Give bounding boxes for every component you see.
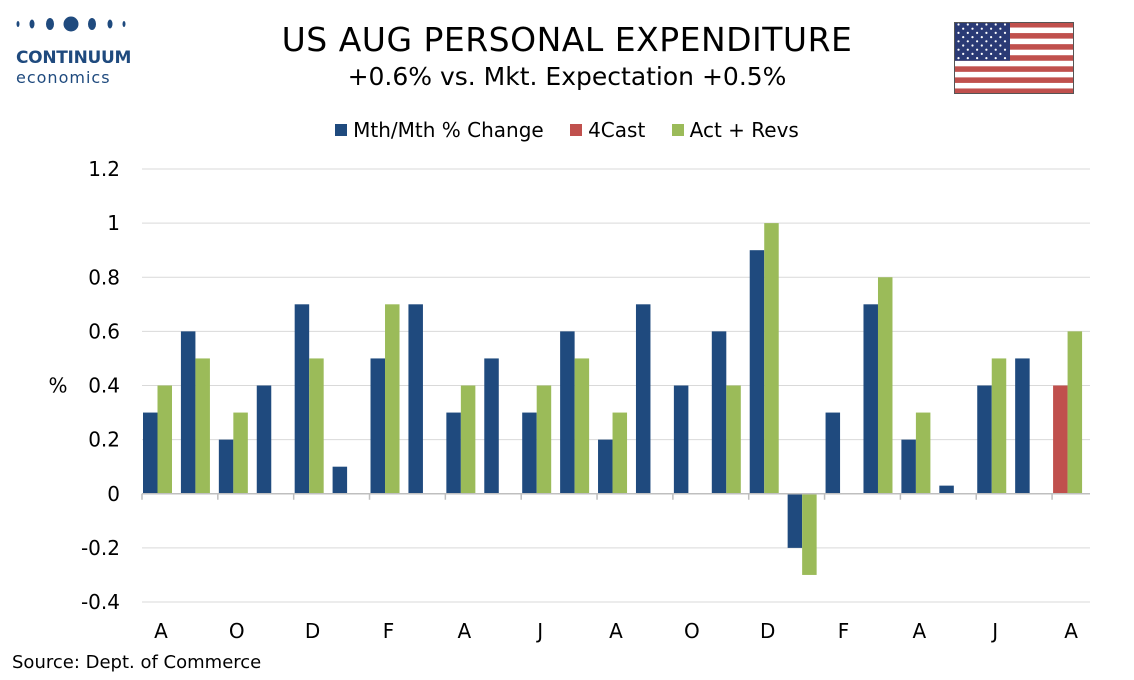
x-tick-label: F (838, 619, 850, 643)
bar-act-revs (536, 385, 552, 494)
legend-swatch-4cast (570, 124, 583, 136)
bar-mth-change (446, 412, 461, 494)
x-tick-label: A (154, 619, 168, 643)
legend-label-mth: Mth/Mth % Change (353, 118, 544, 142)
bar-act-revs (991, 358, 1007, 494)
legend-item-act: Act + Revs (671, 118, 799, 142)
bar-mth-change (180, 331, 196, 494)
bar-act-revs (802, 493, 817, 575)
bar-mth-change (560, 331, 575, 494)
x-tick-label: A (609, 619, 623, 643)
y-tick-label: -0.2 (81, 536, 120, 560)
legend-label-4cast: 4Cast (588, 118, 646, 142)
bar-act-revs (385, 304, 400, 494)
y-tick-label: -0.4 (81, 590, 120, 614)
y-tick-label: 0.8 (88, 265, 120, 289)
legend-swatch-act (671, 124, 684, 136)
bar-mth-change (749, 250, 765, 494)
bar-mth-change (901, 439, 916, 494)
legend-swatch-mth (335, 124, 348, 136)
legend-label-act: Act + Revs (689, 118, 799, 142)
bar-mth-change (143, 412, 158, 494)
bar-act-revs (309, 358, 324, 494)
chart-legend: Mth/Mth % Change 4Cast Act + Revs (0, 118, 1134, 142)
bar-act-revs (877, 277, 893, 494)
x-tick-label: D (760, 619, 775, 643)
bar-act-revs (460, 385, 476, 494)
source-note: Source: Dept. of Commerce (12, 652, 262, 673)
y-tick-label: 0.6 (88, 319, 120, 343)
bar-mth-change (1015, 358, 1030, 494)
bar-mth-change (294, 304, 310, 494)
x-tick-label: A (457, 619, 471, 643)
x-tick-label: J (990, 619, 998, 643)
y-tick-label: 1 (107, 211, 120, 235)
bar-mth-change (370, 358, 386, 494)
legend-item-mth: Mth/Mth % Change (335, 118, 544, 142)
bar-act-revs (915, 412, 931, 494)
bar-mth-change (825, 412, 841, 494)
bar-mth-change (218, 439, 234, 494)
bar-mth-change (977, 385, 992, 494)
bar-mth-change (522, 412, 537, 494)
bar-act-revs (157, 385, 172, 494)
logo-dots-icon (16, 16, 126, 32)
bar-mth-change (598, 439, 613, 494)
bar-act-revs (726, 385, 741, 494)
x-tick-label: O (684, 619, 700, 643)
logo-text-secondary: economics (16, 68, 111, 87)
bar-act-revs (195, 358, 210, 494)
y-tick-label: 0.4 (88, 374, 120, 398)
chart-title: US AUG PERSONAL EXPENDITURE (281, 20, 853, 59)
bar-act-revs (1067, 331, 1083, 494)
bar-act-revs (233, 412, 248, 494)
x-tick-label: F (383, 619, 395, 643)
bar-act-revs (574, 358, 590, 494)
bar-act-revs (612, 412, 628, 494)
x-tick-label: O (229, 619, 245, 643)
x-tick-label: A (913, 619, 927, 643)
bar-mth-change (863, 304, 878, 494)
chart-subtitle: +0.6% vs. Mkt. Expectation +0.5% (347, 62, 787, 91)
bar-mth-change (635, 304, 651, 494)
logo-text-primary: CONTINUUM (16, 48, 132, 68)
y-tick-label: 0.2 (88, 428, 120, 452)
legend-item-4cast: 4Cast (570, 118, 645, 142)
y-tick-label: 0 (107, 482, 120, 506)
bar-mth-change (484, 358, 499, 494)
y-axis-label: % (48, 374, 67, 398)
us-flag-icon (954, 22, 1074, 94)
x-tick-label: A (1064, 619, 1078, 643)
y-tick-label: 1.2 (88, 157, 120, 181)
bar-mth-change (673, 385, 689, 494)
bar-act-revs (764, 223, 779, 494)
x-tick-label: J (535, 619, 543, 643)
bar-mth-change (408, 304, 423, 494)
bar-mth-change (711, 331, 727, 494)
x-tick-label: D (305, 619, 320, 643)
bar-mth-change (939, 485, 954, 494)
bar-mth-change (787, 493, 803, 548)
bar-forecast (1053, 385, 1068, 494)
company-logo: CONTINUUM economics (10, 14, 140, 87)
bar-mth-change (332, 466, 348, 494)
bar-mth-change (256, 385, 272, 494)
